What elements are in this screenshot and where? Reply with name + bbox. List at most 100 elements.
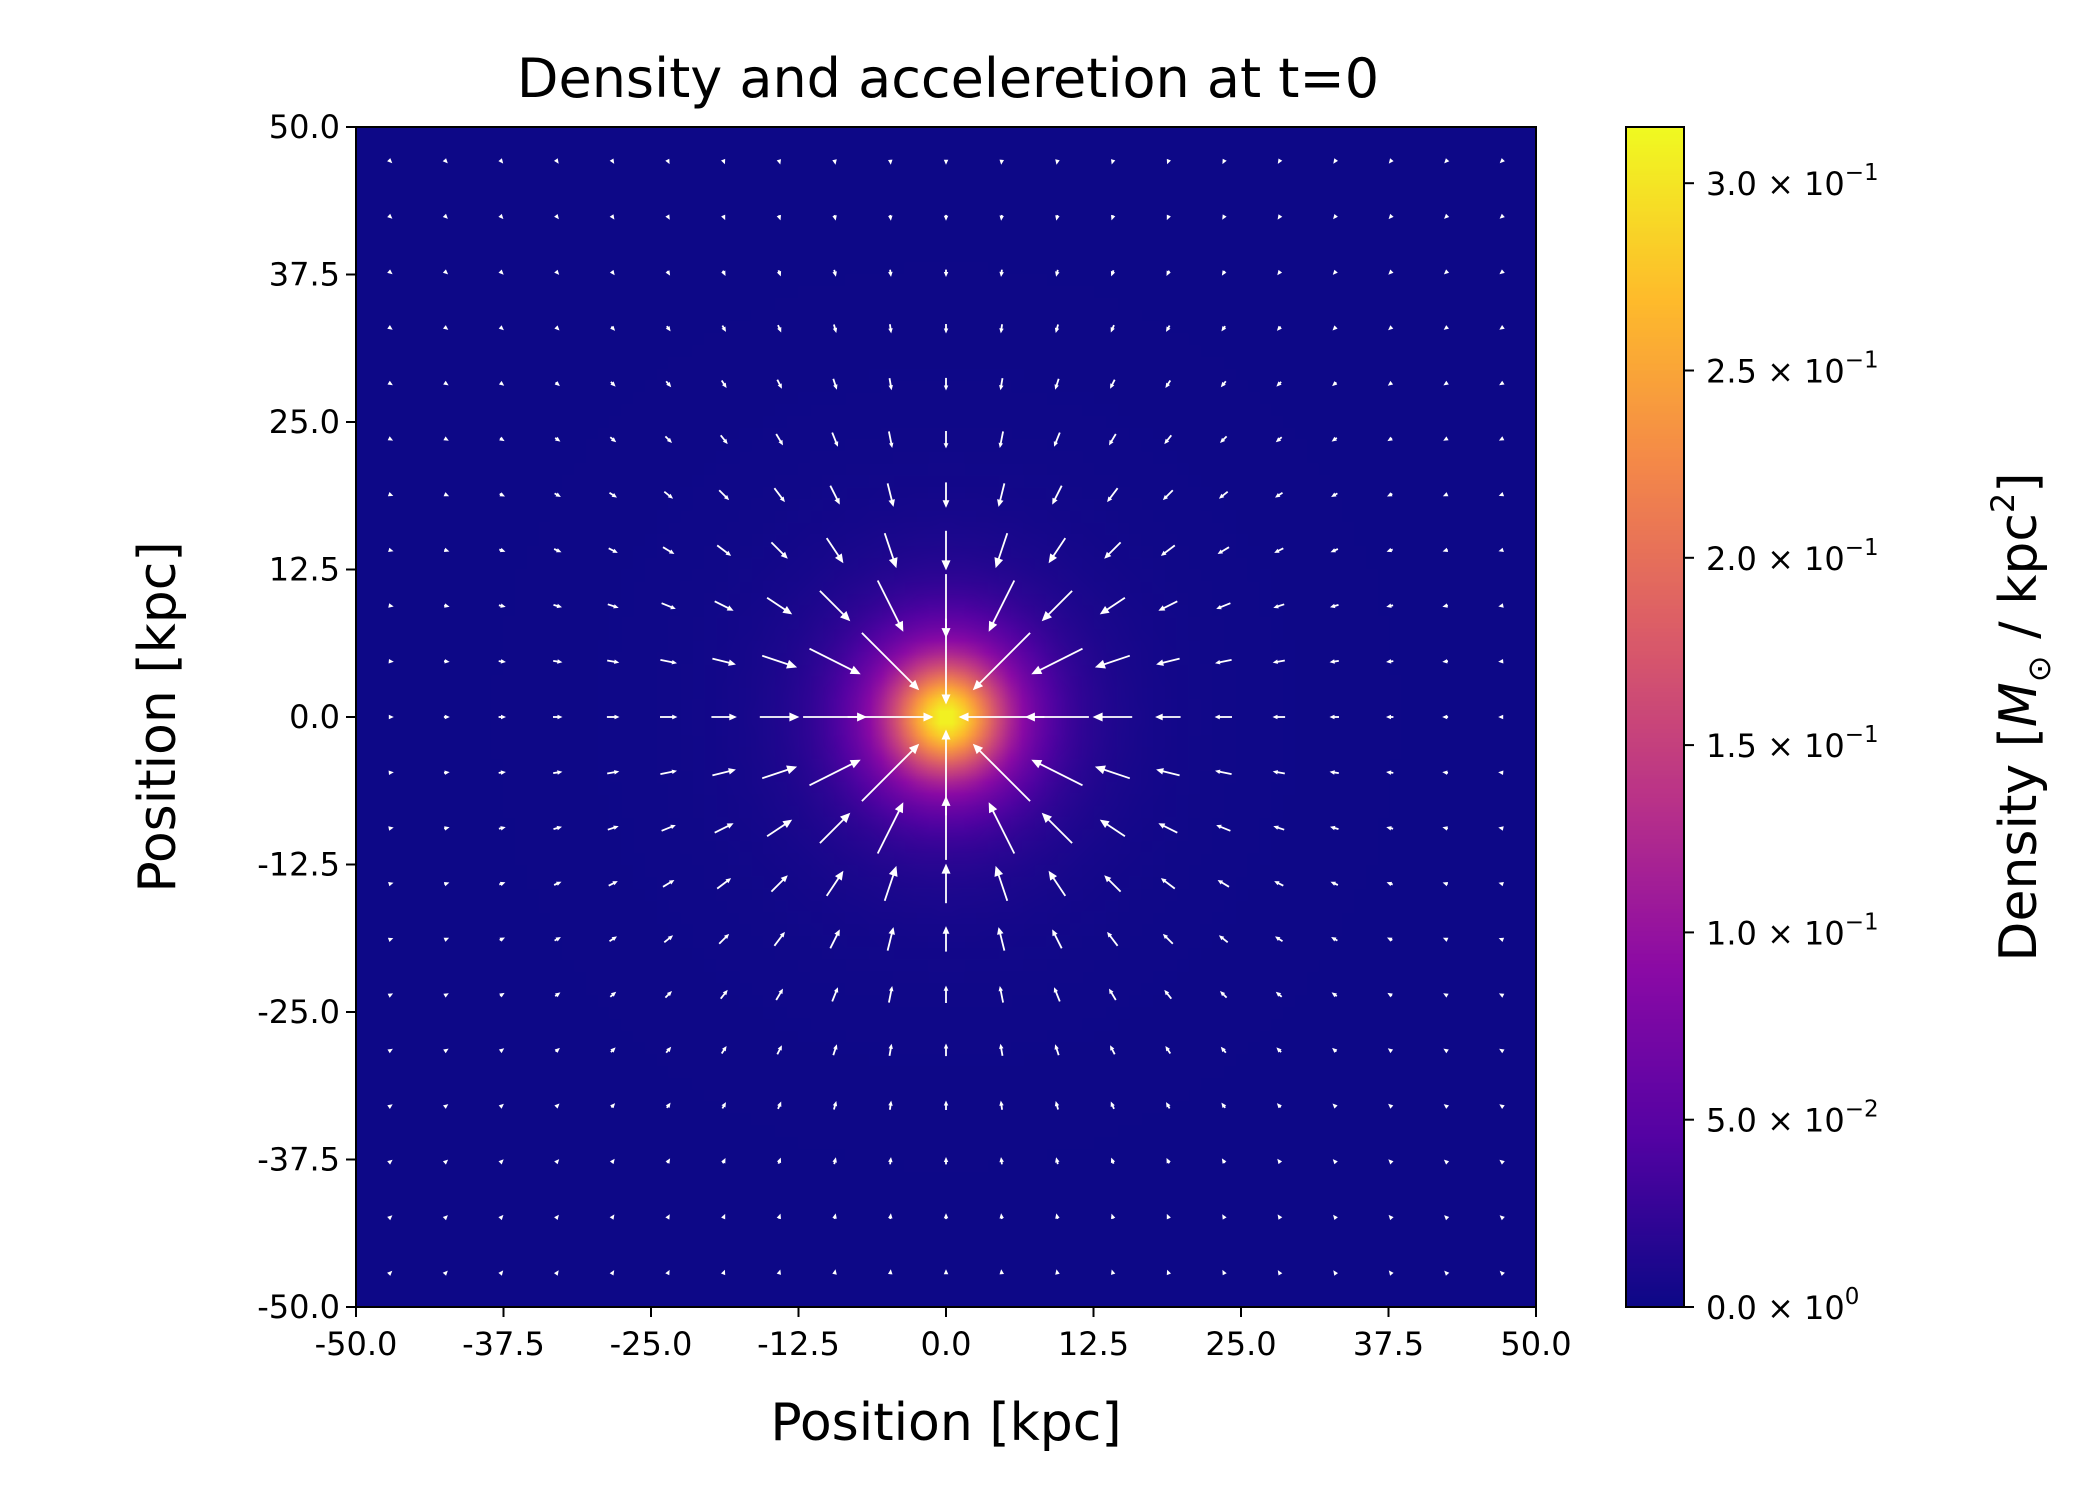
acceleration-arrow: [388, 714, 394, 720]
acceleration-arrow: [1053, 432, 1061, 447]
acceleration-arrow: [1160, 878, 1176, 890]
acceleration-arrow: [1443, 1048, 1449, 1054]
acceleration-arrow: [1442, 770, 1449, 775]
acceleration-arrow: [609, 1270, 615, 1276]
acceleration-arrow: [776, 159, 781, 165]
acceleration-arrow: [1109, 988, 1117, 1001]
acceleration-arrow: [1388, 1214, 1394, 1221]
colorbar-ticks: 0.0 × 100 5.0 × 10−2 1.0 × 10−1 1.5 × 10−1 2…: [1684, 160, 1879, 1327]
acceleration-arrow: [665, 1269, 670, 1276]
acceleration-arrow: [1330, 881, 1339, 886]
acceleration-arrow: [1277, 1270, 1283, 1276]
x-tick-label: 12.5: [1058, 1325, 1129, 1363]
acceleration-arrow: [1111, 1269, 1116, 1275]
acceleration-arrow: [1218, 490, 1229, 499]
acceleration-arrow: [1331, 937, 1338, 942]
acceleration-arrow: [1330, 603, 1339, 609]
acceleration-arrow: [1387, 436, 1393, 442]
acceleration-arrow: [387, 993, 394, 998]
acceleration-arrow: [1274, 547, 1284, 553]
acceleration-arrow: [1388, 269, 1394, 275]
y-tick-label: -50.0: [257, 1288, 340, 1326]
acceleration-arrow: [941, 729, 951, 816]
acceleration-arrow: [554, 1103, 560, 1109]
acceleration-arrow: [443, 1104, 449, 1109]
acceleration-arrow: [773, 487, 785, 503]
acceleration-arrow: [498, 603, 506, 608]
acceleration-arrow: [776, 1157, 782, 1165]
acceleration-arrow: [1499, 325, 1505, 330]
acceleration-arrow: [1388, 1159, 1394, 1165]
acceleration-arrow: [1164, 989, 1173, 1000]
acceleration-arrow: [719, 989, 728, 1000]
acceleration-arrow: [388, 603, 394, 608]
acceleration-arrow: [443, 882, 450, 887]
acceleration-arrow: [554, 992, 561, 998]
acceleration-arrow: [943, 1269, 949, 1275]
acceleration-arrow: [943, 985, 949, 1003]
acceleration-arrow: [1387, 937, 1393, 942]
acceleration-arrow: [499, 492, 505, 497]
acceleration-arrow: [773, 931, 785, 947]
acceleration-arrow: [831, 987, 839, 1002]
acceleration-arrow: [606, 714, 620, 720]
acceleration-arrow: [1443, 1104, 1449, 1109]
acceleration-arrow: [1094, 654, 1131, 669]
acceleration-arrow: [498, 826, 506, 831]
acceleration-arrow: [610, 1047, 616, 1053]
acceleration-arrow: [1166, 158, 1171, 165]
acceleration-arrow: [1107, 931, 1119, 947]
acceleration-arrow: [942, 926, 950, 952]
acceleration-arrow: [1272, 770, 1285, 775]
acceleration-arrow: [941, 530, 951, 571]
acceleration-arrow: [1110, 1157, 1116, 1165]
acceleration-arrow: [999, 1157, 1004, 1165]
acceleration-arrow: [1387, 992, 1393, 998]
acceleration-arrow: [1386, 770, 1394, 775]
acceleration-arrow: [443, 714, 450, 720]
acceleration-arrow: [610, 381, 616, 387]
acceleration-arrow: [387, 1104, 393, 1109]
acceleration-arrow: [1162, 489, 1174, 501]
acceleration-arrow: [825, 537, 844, 564]
acceleration-arrow: [888, 1157, 893, 1165]
acceleration-arrow: [832, 1044, 838, 1056]
acceleration-arrow: [770, 541, 788, 559]
acceleration-arrow: [1443, 993, 1449, 998]
acceleration-arrow: [387, 158, 393, 164]
acceleration-arrow: [443, 826, 450, 831]
acceleration-arrow: [498, 659, 506, 664]
acceleration-arrow: [988, 802, 1016, 854]
acceleration-arrow: [554, 214, 559, 220]
acceleration-arrow: [832, 159, 837, 165]
acceleration-arrow: [888, 1269, 893, 1275]
acceleration-arrow: [498, 380, 505, 386]
acceleration-arrow: [1332, 381, 1338, 387]
acceleration-arrow: [1498, 993, 1505, 998]
acceleration-arrow: [720, 1046, 727, 1054]
acceleration-arrow: [1333, 1270, 1338, 1276]
acceleration-arrow: [888, 159, 893, 165]
acceleration-arrow: [1330, 825, 1339, 831]
y-axis-ticks: 50.0 37.5 25.0 12.5 0.0 -12.5 -25.0 -37.5 -50.0: [257, 108, 356, 1326]
y-tick-label: 12.5: [269, 551, 340, 589]
acceleration-arrow: [1332, 1103, 1338, 1109]
chart-title: Density and acceleretion at t=0: [517, 47, 1379, 110]
acceleration-arrow: [766, 596, 793, 615]
acceleration-arrow: [718, 933, 730, 945]
acceleration-arrow: [819, 590, 851, 622]
acceleration-arrow: [1498, 436, 1505, 441]
acceleration-arrow: [1110, 379, 1116, 389]
acceleration-arrow: [943, 159, 949, 165]
acceleration-arrow: [1333, 214, 1338, 220]
acceleration-arrow: [1276, 1103, 1282, 1109]
acceleration-arrow: [1443, 380, 1449, 386]
acceleration-arrow: [943, 1100, 949, 1110]
acceleration-arrow: [1388, 1270, 1394, 1276]
acceleration-arrow: [1275, 436, 1283, 443]
acceleration-arrow: [1220, 380, 1227, 388]
acceleration-arrow: [1156, 768, 1180, 777]
acceleration-arrow: [972, 632, 1031, 691]
acceleration-arrow: [607, 659, 620, 664]
acceleration-arrow: [660, 659, 677, 665]
